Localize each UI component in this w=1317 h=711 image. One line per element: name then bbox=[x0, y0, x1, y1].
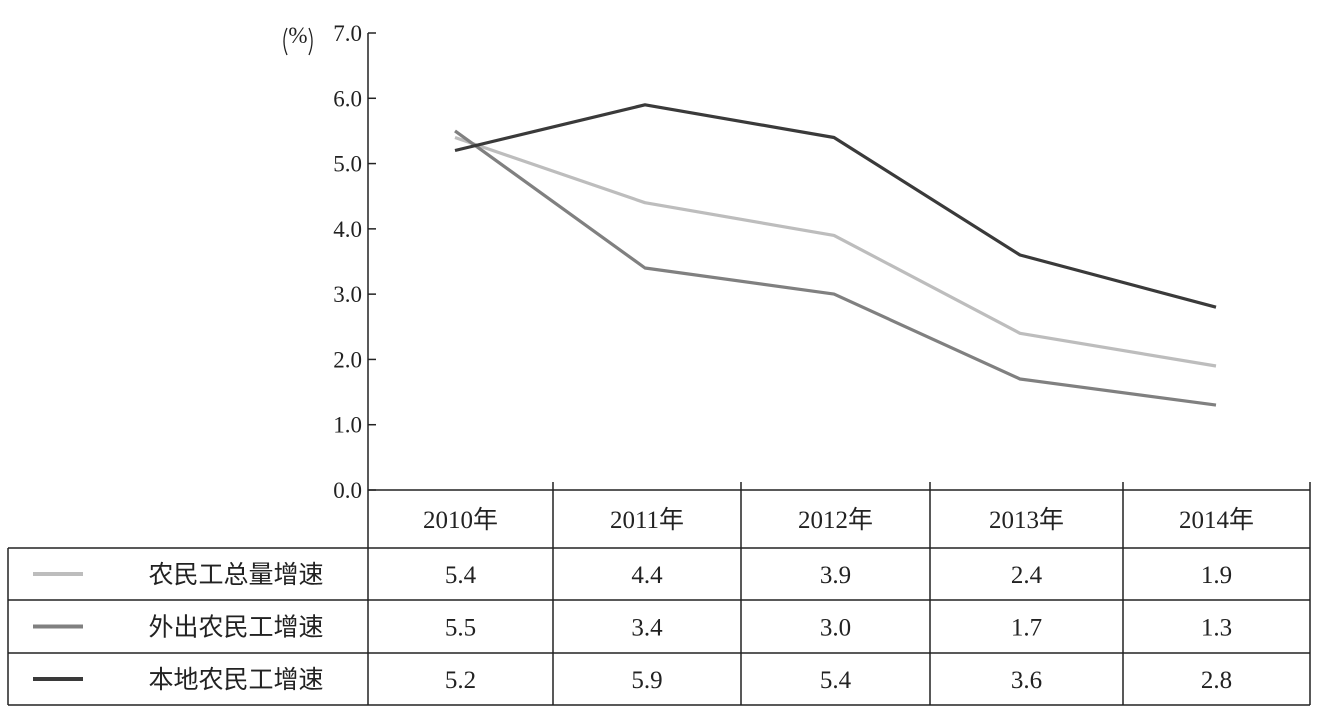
data-value-label: 2.8 bbox=[1201, 667, 1232, 694]
y-tick-label: 3.0 bbox=[333, 282, 362, 307]
data-value-label: 1.7 bbox=[1011, 615, 1042, 642]
data-value-label: 5.4 bbox=[820, 667, 852, 694]
x-category-label: 2011年 bbox=[610, 506, 684, 534]
legend-label: 本地农民工增速 bbox=[148, 666, 323, 694]
data-value-label: 2.4 bbox=[1011, 562, 1043, 589]
data-value-label: 3.9 bbox=[820, 562, 851, 589]
x-category-label: 2010年 bbox=[423, 506, 498, 534]
y-tick-label: 0.0 bbox=[333, 478, 362, 503]
data-value-label: 5.4 bbox=[445, 562, 477, 589]
y-tick-label: 5.0 bbox=[333, 152, 362, 177]
legend-label: 农民工总量增速 bbox=[148, 561, 323, 589]
series-lines bbox=[454, 103, 1217, 407]
series-line bbox=[454, 135, 1217, 368]
series-line bbox=[454, 129, 1217, 407]
legend-label: 外出农民工增速 bbox=[148, 614, 323, 642]
series-line bbox=[454, 103, 1217, 309]
x-category-label: 2014年 bbox=[1179, 506, 1254, 534]
data-value-label: 1.3 bbox=[1201, 615, 1232, 642]
data-value-label: 3.4 bbox=[631, 615, 663, 642]
data-value-label: 5.9 bbox=[631, 667, 662, 694]
data-value-label: 3.0 bbox=[820, 615, 851, 642]
data-value-label: 3.6 bbox=[1011, 667, 1042, 694]
y-tick-label: 2.0 bbox=[333, 347, 362, 372]
data-value-label: 5.5 bbox=[445, 615, 476, 642]
x-category-label: 2013年 bbox=[989, 506, 1064, 534]
data-value-label: 5.2 bbox=[445, 667, 476, 694]
y-tick-label: 6.0 bbox=[333, 86, 362, 111]
y-unit-bracket-right bbox=[308, 27, 313, 56]
x-category-label: 2012年 bbox=[798, 506, 873, 534]
data-value-label: 4.4 bbox=[631, 562, 663, 589]
y-tick-label: 7.0 bbox=[333, 21, 362, 46]
data-value-label: 1.9 bbox=[1201, 562, 1232, 589]
y-tick-label: 4.0 bbox=[333, 217, 362, 242]
y-axis-unit-label: % bbox=[288, 23, 307, 48]
y-unit-bracket-left bbox=[283, 27, 288, 56]
y-tick-label: 1.0 bbox=[333, 413, 362, 438]
axes: 0.0 1.0 2.0 3.0 4.0 5.0 6.0 7.0% bbox=[283, 21, 376, 503]
